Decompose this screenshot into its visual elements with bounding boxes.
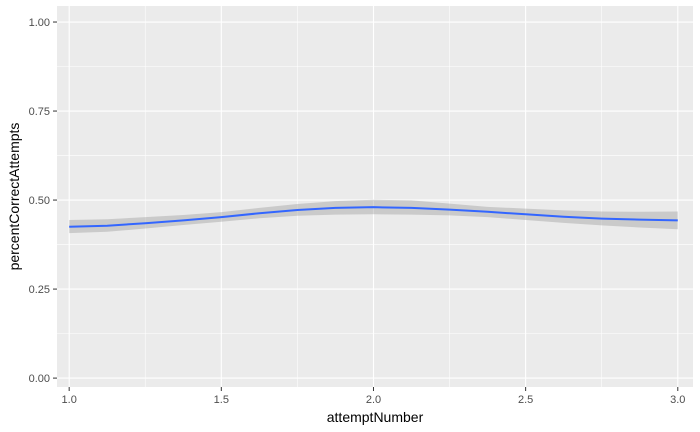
y-axis-title: percentCorrectAttempts — [6, 123, 22, 271]
x-tick-label: 3.0 — [670, 394, 685, 406]
x-tick-label: 1.0 — [62, 394, 77, 406]
x-axis: 1.0 1.5 2.0 2.5 3.0 — [62, 387, 685, 406]
smooth-line — [69, 206, 678, 228]
y-tick-label: 0.00 — [29, 373, 50, 385]
y-tick-label: 0.50 — [29, 195, 50, 207]
x-axis-title: attemptNumber — [327, 409, 424, 425]
minor-gridlines — [57, 6, 693, 387]
y-tick-label: 0.25 — [29, 284, 50, 296]
y-tick-label: 1.00 — [29, 17, 50, 29]
y-tick-label: 0.75 — [29, 106, 50, 118]
major-gridlines — [57, 6, 693, 387]
plot-panel — [57, 6, 693, 387]
chart-marks — [69, 199, 678, 234]
x-tick-label: 2.5 — [518, 394, 533, 406]
x-tick-label: 2.0 — [366, 394, 381, 406]
y-axis: 0.00 0.25 0.50 0.75 1.00 — [29, 17, 57, 385]
x-tick-label: 1.5 — [214, 394, 229, 406]
